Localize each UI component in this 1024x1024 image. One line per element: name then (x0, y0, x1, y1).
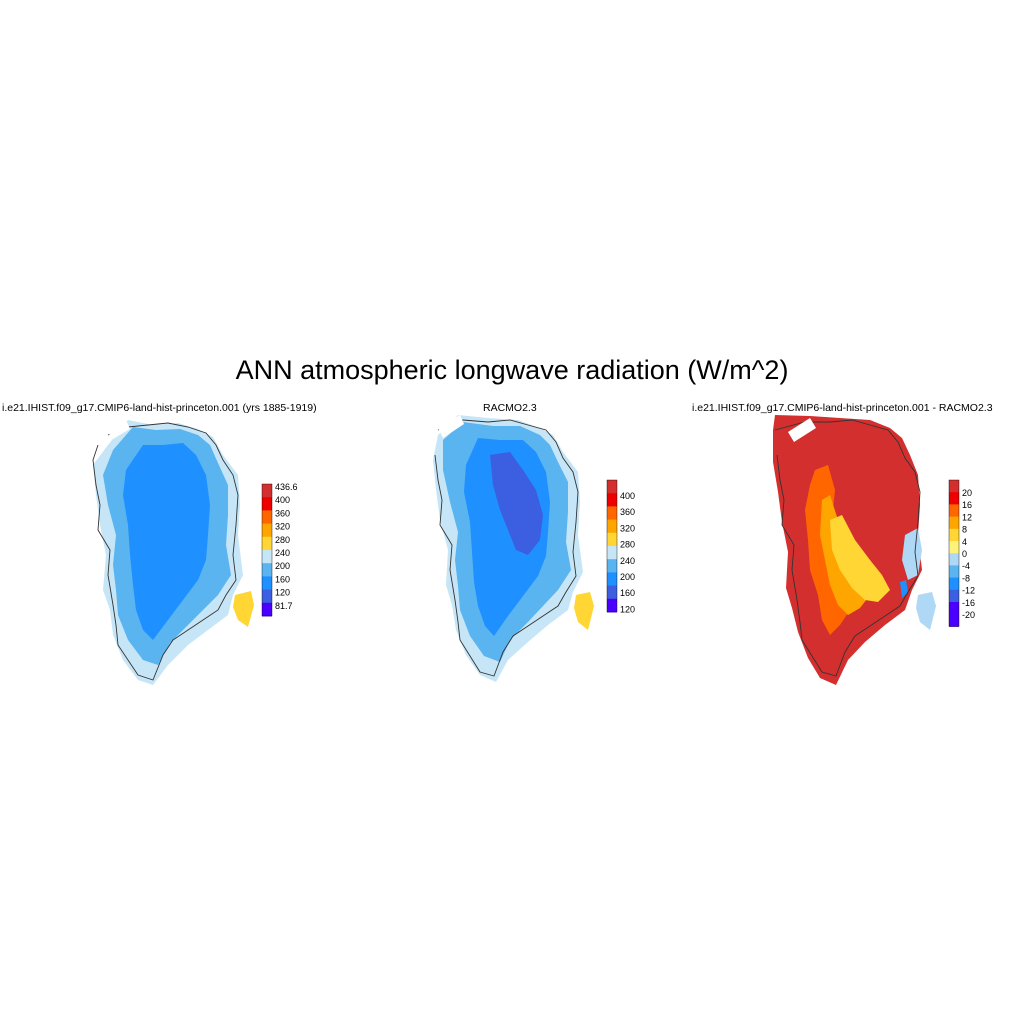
panel-3-colorbar: 20 16 12 8 4 0 -4 -8 -12 -16 -20 (948, 479, 975, 627)
colorbar-frame (606, 479, 618, 613)
colorbar-swatch (607, 585, 617, 600)
colorbar-swatch (949, 602, 959, 615)
panel-2-title: RACMO2.3 (483, 402, 537, 414)
colorbar-tick-label: 200 (620, 572, 635, 582)
colorbar-swatch (949, 528, 959, 542)
colorbar-tick-label: 120 (620, 604, 635, 614)
colorbar-tick-label: 20 (962, 488, 972, 498)
colorbar-swatch (607, 506, 617, 520)
colorbar-frame (948, 479, 960, 627)
colorbar-tick-label: 0 (962, 549, 967, 559)
panel-1-colorbar: 436.6 400 360 320 280 240 200 160 120 81.7 (261, 482, 298, 617)
colorbar-swatch (262, 602, 272, 617)
colorbar-swatch (949, 492, 959, 505)
coastline (774, 419, 921, 677)
colorbar-tick-label: 280 (275, 535, 290, 545)
colorbar-tick-label: 280 (620, 540, 635, 550)
colorbar-swatch (607, 598, 617, 613)
colorbar-tick-label: -4 (962, 561, 970, 571)
colorbar-tick-label: 8 (962, 525, 967, 535)
iceland-shading (916, 592, 936, 630)
colorbar-swatch (262, 563, 272, 577)
colorbar-swatch (262, 497, 272, 511)
colorbar-tick-label: 160 (620, 588, 635, 598)
colorbar-tick-label: 400 (275, 495, 290, 505)
colorbar-swatch (949, 589, 959, 603)
greenland-inner-shading (123, 443, 210, 640)
colorbar-swatch (607, 532, 617, 547)
colorbar-swatch (262, 484, 272, 498)
colorbar-tick-label: 120 (275, 588, 290, 598)
panel-1-map (92, 420, 254, 685)
colorbar-swatch (949, 565, 959, 578)
panel-2-map (433, 415, 594, 682)
colorbar-tick-label: -20 (962, 610, 975, 620)
coastline (92, 422, 239, 681)
colorbar-swatch (949, 577, 959, 591)
colorbar-tick-label: 320 (620, 523, 635, 533)
colorbar-swatch (607, 480, 617, 494)
colorbar-tick-label: 240 (275, 548, 290, 558)
colorbar-tick-label: 320 (275, 522, 290, 532)
greenland-core-shading (490, 452, 543, 555)
colorbar-swatch (949, 614, 959, 627)
colorbar-swatch (607, 572, 617, 586)
iceland-shading (574, 592, 594, 630)
iceland-shading (233, 591, 254, 627)
colorbar-swatch (949, 553, 959, 566)
colorbar-swatch (262, 576, 272, 590)
colorbar-swatch (607, 519, 617, 534)
colorbar-swatch (607, 559, 617, 573)
colorbar-swatch (949, 541, 959, 554)
east-coast-blue-shading (900, 580, 908, 598)
white-inlet (438, 415, 464, 438)
colorbar-swatch (262, 523, 272, 538)
colorbar-swatch (262, 536, 272, 551)
colorbar-tick-label: 436.6 (275, 482, 298, 492)
colorbar-tick-label: 360 (275, 508, 290, 518)
colorbar-tick-label: 4 (962, 537, 967, 547)
colorbar-tick-label: 400 (620, 491, 635, 501)
colorbar-swatch (607, 546, 617, 560)
figure-title: ANN atmospheric longwave radiation (W/m^… (235, 355, 789, 385)
colorbar-swatch (949, 480, 959, 493)
white-inlet (106, 420, 130, 439)
colorbar-swatch (949, 504, 959, 517)
panel-1-title: i.e21.IHIST.f09_g17.CMIP6-land-hist-prin… (2, 402, 317, 414)
colorbar-tick-label: 16 (962, 500, 972, 510)
colorbar-swatch (949, 516, 959, 530)
greenland-low-shading (830, 515, 890, 602)
panel-3-title: i.e21.IHIST.f09_g17.CMIP6-land-hist-prin… (692, 402, 993, 414)
colorbar-swatch (262, 510, 272, 524)
colorbar-swatch (262, 550, 272, 564)
colorbar-swatch (607, 493, 617, 507)
white-inlet (788, 418, 816, 442)
colorbar-tick-label: 200 (275, 561, 290, 571)
colorbar-tick-label: 240 (620, 556, 635, 566)
coastline (434, 419, 579, 677)
colorbar-tick-label: -12 (962, 586, 975, 596)
colorbar-tick-label: -8 (962, 573, 970, 583)
colorbar-tick-label: 12 (962, 512, 972, 522)
colorbar-tick-label: 160 (275, 574, 290, 584)
colorbar-tick-label: 360 (620, 507, 635, 517)
colorbar-frame (261, 483, 273, 617)
colorbar-tick-label: 81.7 (275, 601, 293, 611)
colorbar-swatch (262, 589, 272, 604)
panel-2-colorbar: 400 360 320 280 240 200 160 120 (606, 479, 635, 614)
panel-3-map (773, 415, 936, 685)
colorbar-tick-label: -16 (962, 598, 975, 608)
